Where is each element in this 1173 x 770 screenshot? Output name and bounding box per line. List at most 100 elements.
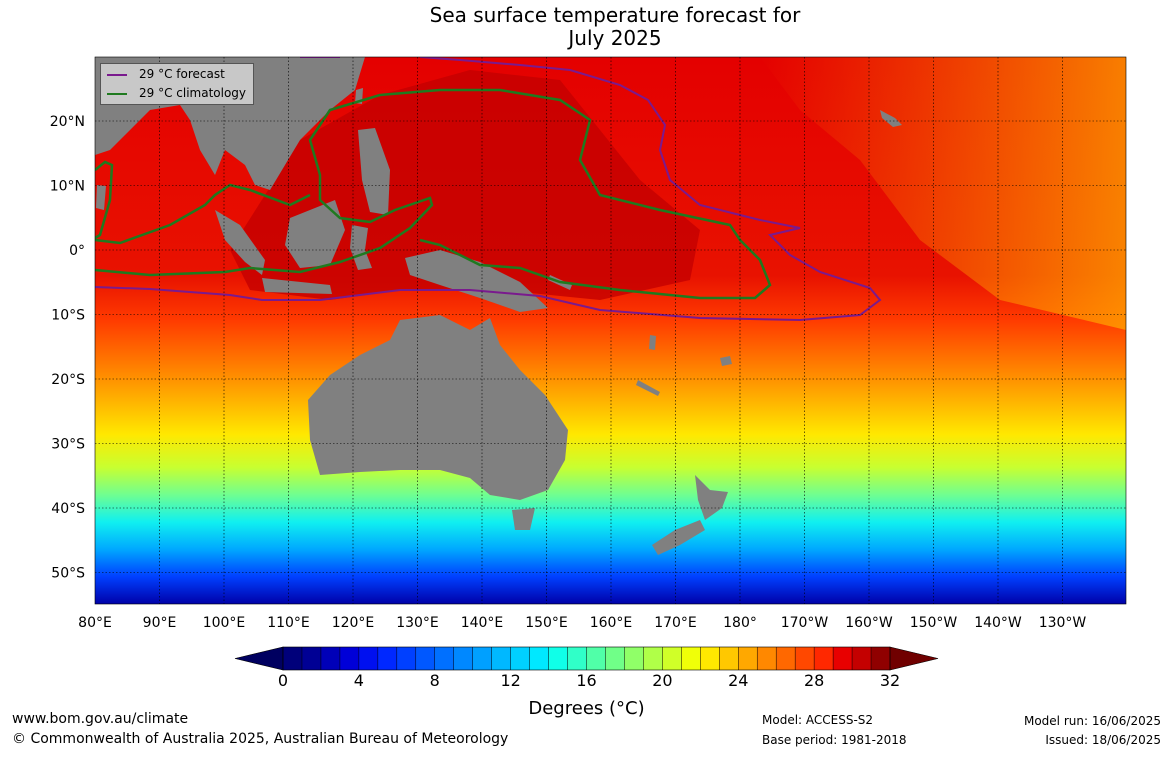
- colorbar-bin: [719, 647, 739, 670]
- legend-label-forecast: 29 °C forecast: [139, 67, 225, 81]
- land-java: [262, 278, 332, 294]
- lat-label: 20°N: [50, 114, 85, 130]
- colorbar-bin: [415, 647, 436, 670]
- land-hawaii: [880, 110, 902, 127]
- colorbar-bin: [283, 647, 303, 670]
- colorbar-bin: [434, 647, 455, 670]
- land-new-caledonia: [636, 380, 660, 396]
- map-frame: [94, 56, 1127, 605]
- footer-website[interactable]: www.bom.gov.au/climate: [12, 711, 189, 727]
- contour-29c-forecast: [95, 57, 882, 322]
- lon-label: 180°: [723, 615, 757, 631]
- lon-label: 160°W: [845, 615, 893, 631]
- colorbar-bin: [776, 647, 796, 670]
- colorbar-bin: [605, 647, 625, 670]
- colorbar-tick-label: 8: [430, 671, 440, 690]
- legend-swatch-climatology: [107, 92, 127, 95]
- lat-label: 30°S: [51, 437, 85, 453]
- contour-legend: 29 °C forecast 29 °C climatology: [100, 63, 254, 105]
- colorbar-bin: [852, 647, 872, 670]
- colorbar-tick-label: 4: [354, 671, 364, 690]
- lon-label: 90°E: [143, 615, 177, 631]
- contour-29c-climatology-west: [95, 183, 311, 245]
- land-philippines: [358, 128, 390, 215]
- lon-label: 170°W: [781, 615, 829, 631]
- colorbar-bin: [491, 647, 512, 670]
- colorbar-bin: [548, 647, 569, 670]
- colorbar-bin: [681, 647, 701, 670]
- colorbar-bin: [757, 647, 777, 670]
- colorbar-bin: [453, 647, 474, 670]
- colorbar-bin: [662, 647, 682, 670]
- lat-label: 10°S: [51, 308, 85, 324]
- land-nz-south: [652, 520, 705, 555]
- colorbar-bin: [567, 647, 587, 670]
- colorbar: 0 4 8 12 16 20 24 28 32: [234, 646, 939, 690]
- latitude-labels: 20°N 10°N 0° 10°S 20°S 30°S 40°S 50°S: [50, 114, 85, 582]
- legend-label-climatology: 29 °C climatology: [139, 86, 247, 100]
- lon-label: 150°E: [525, 615, 568, 631]
- colorbar-bin: [510, 647, 531, 670]
- title-line-1: Sea surface temperature forecast for: [429, 3, 801, 27]
- contour-29c-climatology: [95, 88, 772, 300]
- colorbar-over-arrow: [889, 646, 939, 671]
- footer-model-run: Model run: 16/06/2025: [1023, 714, 1161, 728]
- colorbar-tick-label: 28: [804, 671, 824, 690]
- legend-swatch-forecast: [107, 73, 127, 76]
- colorbar-bin: [472, 647, 493, 670]
- colorbar-bin: [358, 647, 379, 670]
- lon-label: 170°E: [654, 615, 697, 631]
- colorbar-bin: [738, 647, 758, 670]
- colorbar-tick-label: 16: [576, 671, 596, 690]
- east-pacific-cool-region: [760, 57, 1126, 330]
- colorbar-tick-label: 24: [728, 671, 748, 690]
- land-sumatra: [215, 210, 265, 275]
- footer-model: Model: ACCESS-S2: [762, 713, 874, 727]
- lon-label: 100°E: [203, 615, 246, 631]
- colorbar-bin: [320, 647, 341, 670]
- colorbar-bin: [833, 647, 853, 670]
- lon-label: 140°W: [974, 615, 1022, 631]
- lat-label: 20°S: [51, 372, 85, 388]
- lon-label: 130°E: [396, 615, 439, 631]
- lon-label: 130°W: [1039, 615, 1087, 631]
- colorbar-tick-label: 20: [652, 671, 672, 690]
- colorbar-bin: [871, 647, 891, 670]
- land-borneo: [285, 200, 345, 268]
- lon-label: 80°E: [78, 615, 112, 631]
- footer-issued: Issued: 18/06/2025: [1045, 733, 1161, 747]
- lat-label: 50°S: [51, 566, 85, 582]
- lon-label: 120°E: [332, 615, 375, 631]
- lat-label: 40°S: [51, 501, 85, 517]
- colorbar-bin: [377, 647, 398, 670]
- colorbar-bin: [529, 647, 550, 670]
- colorbar-bin: [396, 647, 417, 670]
- graticule: [95, 57, 1126, 604]
- land-nz-north: [695, 475, 728, 520]
- warm-pool-region: [230, 70, 700, 300]
- colorbar-tick-label: 12: [500, 671, 520, 690]
- colorbar-tick-label: 0: [278, 671, 288, 690]
- land-sulawesi: [350, 225, 372, 270]
- colorbar-tick-label: 32: [880, 671, 900, 690]
- land-fiji: [720, 356, 732, 366]
- land-tasmania: [512, 508, 535, 530]
- lon-label: 140°E: [461, 615, 504, 631]
- land-new-guinea: [405, 250, 548, 312]
- colorbar-bin: [795, 647, 815, 670]
- longitude-labels: 80°E 90°E 100°E 110°E 120°E 130°E 140°E 150°E 16…: [78, 615, 1086, 631]
- footer-base-period: Base period: 1981-2018: [762, 733, 907, 747]
- land-sri-lanka: [96, 185, 106, 210]
- colorbar-bin: [643, 647, 663, 670]
- colorbar-label: Degrees (°C): [528, 698, 645, 719]
- colorbar-bin: [700, 647, 720, 670]
- legend-row-climatology: 29 °C climatology: [107, 85, 246, 101]
- lon-label: 150°W: [910, 615, 958, 631]
- lat-label: 0°: [69, 243, 85, 259]
- colorbar-frame: [282, 646, 891, 671]
- title-line-2: July 2025: [568, 26, 662, 50]
- colorbar-bin: [814, 647, 834, 670]
- footer-copyright: © Commonwealth of Australia 2025, Austra…: [12, 731, 509, 747]
- lat-label: 10°N: [50, 179, 85, 195]
